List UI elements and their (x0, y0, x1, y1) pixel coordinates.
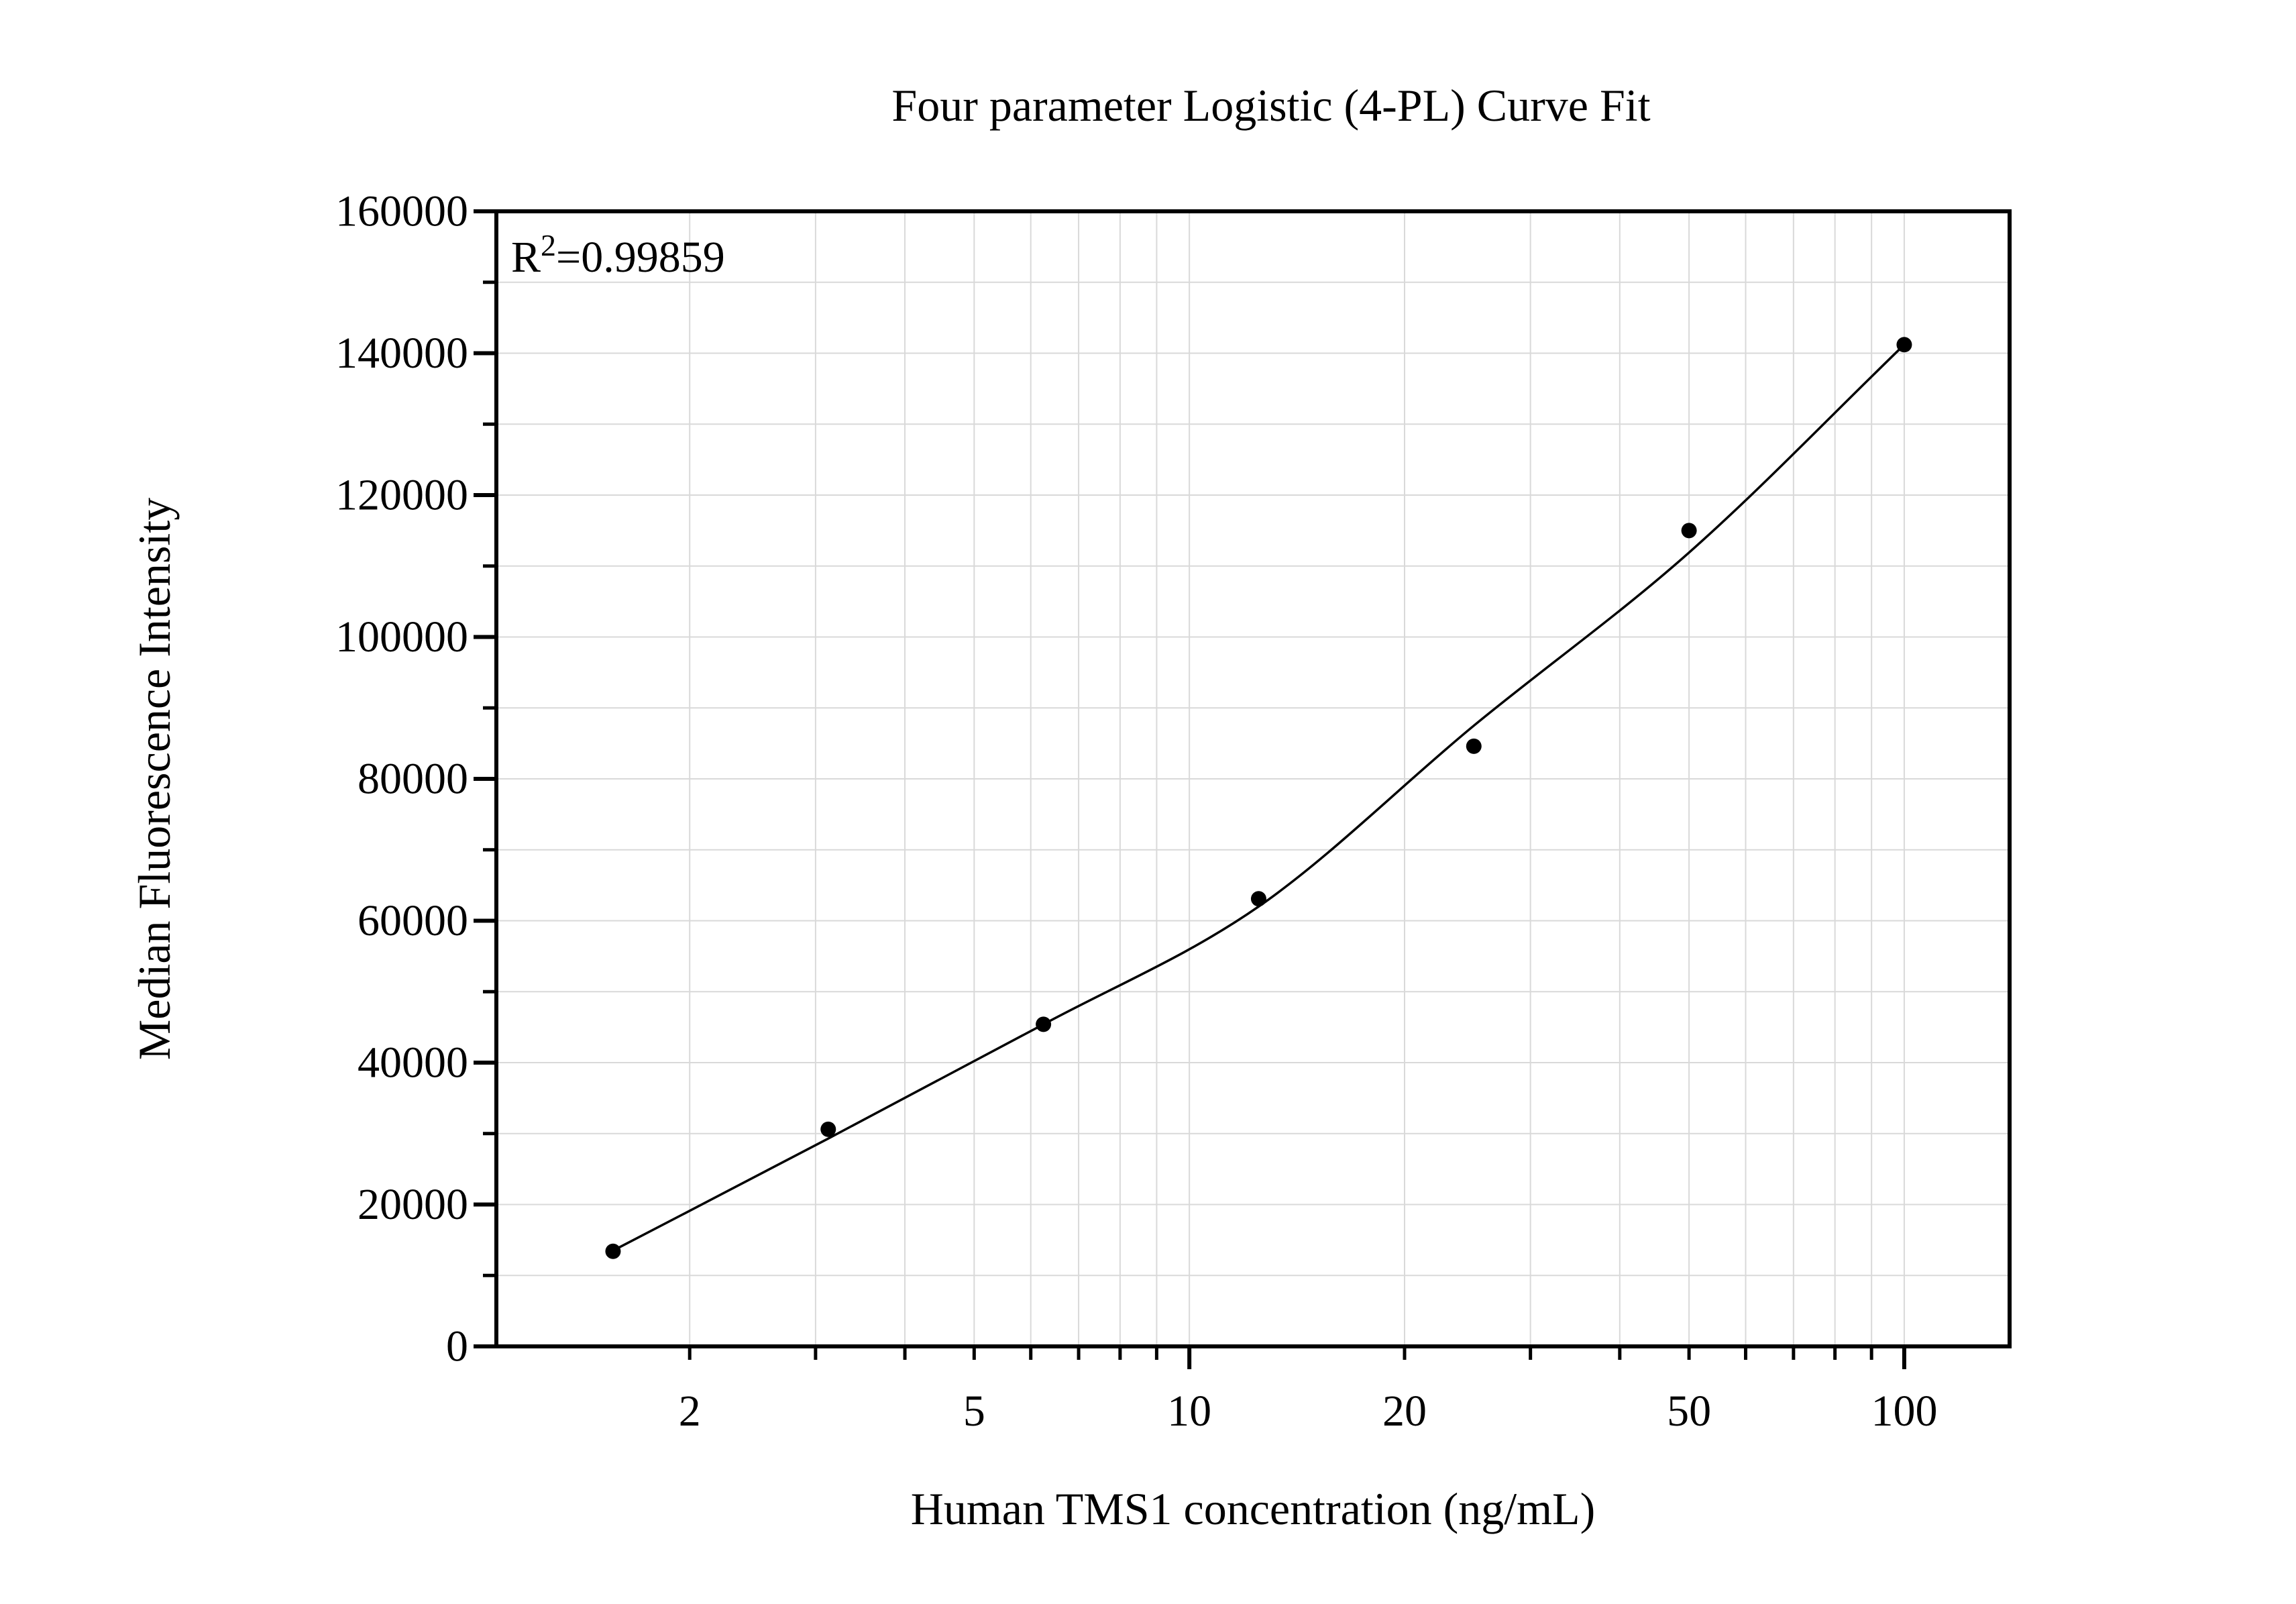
data-point (1896, 337, 1912, 353)
y-tick-label: 80000 (358, 755, 468, 804)
x-tick-label: 2 (679, 1387, 701, 1436)
y-tick-label: 60000 (358, 896, 468, 945)
y-tick-label: 140000 (335, 329, 468, 378)
fit-curve-line (612, 343, 1906, 1252)
y-tick-label: 0 (446, 1322, 468, 1371)
x-axis-title: Human TMS1 concentration (ng/mL) (911, 1483, 1595, 1534)
chart-title: Four parameter Logistic (4-PL) Curve Fit (891, 80, 1650, 131)
x-tick-label: 100 (1871, 1387, 1937, 1436)
r-squared-base: R (511, 233, 541, 282)
y-tick-label: 20000 (358, 1180, 468, 1229)
r-squared-annotation: R2=0.99859 (511, 228, 725, 282)
x-tick-label: 5 (963, 1387, 985, 1436)
y-tick-label: 40000 (358, 1038, 468, 1087)
axis-tick-labels: 2 5 10 20 50 100 0 20000 40000 60000 80000 100000 12… (335, 187, 1937, 1436)
plot-border (494, 209, 2012, 1348)
data-points (605, 337, 1912, 1259)
y-axis-title: Median Fluorescence Intensity (129, 498, 180, 1060)
y-tick-label: 160000 (335, 187, 468, 236)
fit-curve (612, 343, 1906, 1252)
data-point (605, 1243, 621, 1259)
gridlines (496, 211, 2010, 1346)
data-point (1681, 523, 1697, 539)
axis-ticks (474, 209, 1906, 1369)
data-point (1466, 738, 1482, 754)
y-tick-label: 120000 (335, 471, 468, 520)
data-point (820, 1121, 836, 1137)
plot-frame (494, 209, 2012, 1348)
r-squared-superscript: 2 (541, 228, 556, 262)
y-tick-label: 100000 (335, 612, 468, 661)
data-point (1250, 891, 1266, 907)
x-tick-label: 10 (1167, 1387, 1211, 1436)
data-point (1036, 1016, 1052, 1032)
r-squared-value: =0.99859 (556, 233, 725, 282)
x-tick-label: 20 (1382, 1387, 1427, 1436)
x-tick-label: 50 (1667, 1387, 1711, 1436)
